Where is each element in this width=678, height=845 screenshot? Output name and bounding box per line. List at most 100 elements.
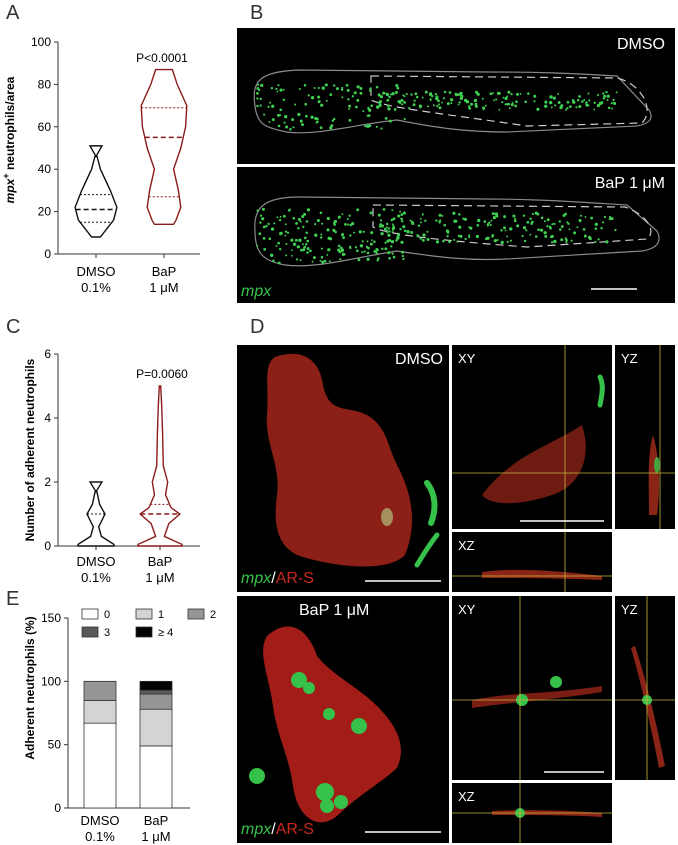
neutrophil-dot xyxy=(482,106,486,110)
micrograph-d-dmso-yz: YZ xyxy=(615,345,675,529)
neutrophil-dot xyxy=(529,217,532,221)
chart-a-ytick-label: 60 xyxy=(38,120,52,134)
neutrophil-dot xyxy=(343,253,346,256)
neutrophil-dot xyxy=(474,104,478,108)
neutrophil-dot xyxy=(267,222,270,226)
neutrophil-dot xyxy=(268,121,271,123)
chart-c-ytick-label: 0 xyxy=(44,539,51,553)
neutrophil-dot xyxy=(590,216,593,220)
neutrophil-dot xyxy=(282,98,286,102)
neutrophil-dot xyxy=(258,232,262,236)
neutrophil-dot xyxy=(498,108,501,111)
neutrophil-dot xyxy=(305,231,308,235)
neutrophil-dot xyxy=(400,213,404,216)
neutrophil-dot xyxy=(317,100,321,104)
neutrophil-dot xyxy=(519,92,522,95)
neutrophil-dot xyxy=(419,217,422,220)
neutrophil-dot xyxy=(504,103,507,106)
neutrophil-dot xyxy=(424,219,427,223)
neutrophil-dot xyxy=(402,94,405,97)
neutrophil-dot xyxy=(391,240,394,243)
neutrophil-dot xyxy=(600,101,604,105)
neutrophil-dot xyxy=(426,230,429,233)
neutrophil-dot xyxy=(341,96,344,99)
neutrophil-dot xyxy=(257,83,260,86)
neutrophil-dot xyxy=(366,114,369,117)
chart-a: 0 20 40 60 80 100 mpx+ neutrophils/area P<0.0… xyxy=(1,35,200,295)
chart-a-cat-2-line1: BaP xyxy=(152,264,177,279)
neutrophil-dot xyxy=(449,98,454,102)
neutrophil-dot xyxy=(380,225,384,228)
neutrophil-dot xyxy=(256,209,259,212)
panel-letter-a: A xyxy=(6,2,20,24)
neutrophil-dot xyxy=(335,87,339,91)
neutrophil-dot xyxy=(267,105,270,108)
neutrophil-dot xyxy=(358,230,362,234)
neutrophil-dot xyxy=(602,97,606,100)
neutrophil-dot xyxy=(607,106,611,110)
neutrophil-dot xyxy=(468,106,472,110)
neutrophil-dot xyxy=(570,239,573,242)
chart-c-cat-2-line1: BaP xyxy=(148,554,173,569)
neutrophil-dot xyxy=(602,221,605,224)
neutrophil-dot xyxy=(260,83,264,88)
neutrophil-dot xyxy=(426,237,430,241)
neutrophil-dot xyxy=(584,216,587,218)
neutrophil-dot xyxy=(381,247,384,251)
neutrophil-dot xyxy=(282,214,286,218)
chart-c-ytick-label: 6 xyxy=(44,347,51,361)
micrograph-d-label-dmso: DMSO xyxy=(395,351,443,368)
neutrophil-dot xyxy=(429,98,432,100)
chart-a-bap-violin xyxy=(140,68,188,225)
neutrophil-dot xyxy=(314,116,318,121)
micrograph-d-bap-xz: XZ xyxy=(452,783,612,843)
neutrophil-dot xyxy=(398,101,402,104)
neutrophil-dot xyxy=(588,99,591,102)
neutrophil-dot xyxy=(326,228,330,232)
neutrophil-dot xyxy=(294,238,298,242)
neutrophil-dot xyxy=(605,90,608,94)
neutrophil-dot xyxy=(438,213,442,217)
neutrophil-dot xyxy=(329,126,333,130)
neutrophil-dot xyxy=(271,104,275,108)
neutrophil-dot xyxy=(386,98,390,102)
neutrophil-dot xyxy=(332,228,336,232)
neutrophil-dot xyxy=(453,238,456,241)
chart-e-legend-label: 2 xyxy=(210,609,216,621)
neutrophil-dot xyxy=(314,233,318,237)
neutrophil-dot xyxy=(421,96,424,99)
neutrophil-dot xyxy=(434,93,438,96)
neutrophil-dot xyxy=(400,240,404,244)
neutrophil-dot xyxy=(446,102,450,106)
micrograph-d-bap-xy: XY xyxy=(452,596,612,780)
neutrophil-dot xyxy=(544,234,548,238)
neutrophil-dot xyxy=(351,95,355,98)
neutrophil-dot xyxy=(438,220,441,223)
neutrophil-dot xyxy=(369,242,373,246)
micrograph-d-dmso-xz: XZ xyxy=(452,532,612,592)
neutrophil-dot xyxy=(500,229,503,232)
chart-a-cat-2-line2: 1 μM xyxy=(149,280,178,295)
neutrophil-dot xyxy=(378,225,381,228)
neutrophil-dot xyxy=(341,213,344,216)
neutrophil-dot xyxy=(375,248,379,252)
neutrophil-dot xyxy=(349,247,352,250)
neutrophil-dot xyxy=(384,116,388,120)
neutrophil-dot xyxy=(351,222,355,226)
neutrophil-dot xyxy=(514,104,518,108)
micrograph-d-bap-yz: YZ xyxy=(615,596,675,780)
neutrophil-dot xyxy=(434,97,438,100)
neutrophil-dot xyxy=(256,97,259,100)
neutrophil-dot xyxy=(367,114,371,117)
neutrophil-dot xyxy=(498,92,501,95)
neutrophil-dot xyxy=(387,92,390,96)
neutrophil-dot xyxy=(554,104,557,107)
neutrophil-dot xyxy=(417,224,421,227)
chart-e-legend-label: ≥ 4 xyxy=(158,627,173,639)
neutrophil-dot xyxy=(458,101,461,104)
neutrophil-dot xyxy=(337,244,341,248)
neutrophil-dot xyxy=(553,239,557,244)
neutrophil-dot xyxy=(277,113,280,117)
neutrophil-dot xyxy=(320,103,324,107)
neutrophil-dot xyxy=(305,114,308,118)
